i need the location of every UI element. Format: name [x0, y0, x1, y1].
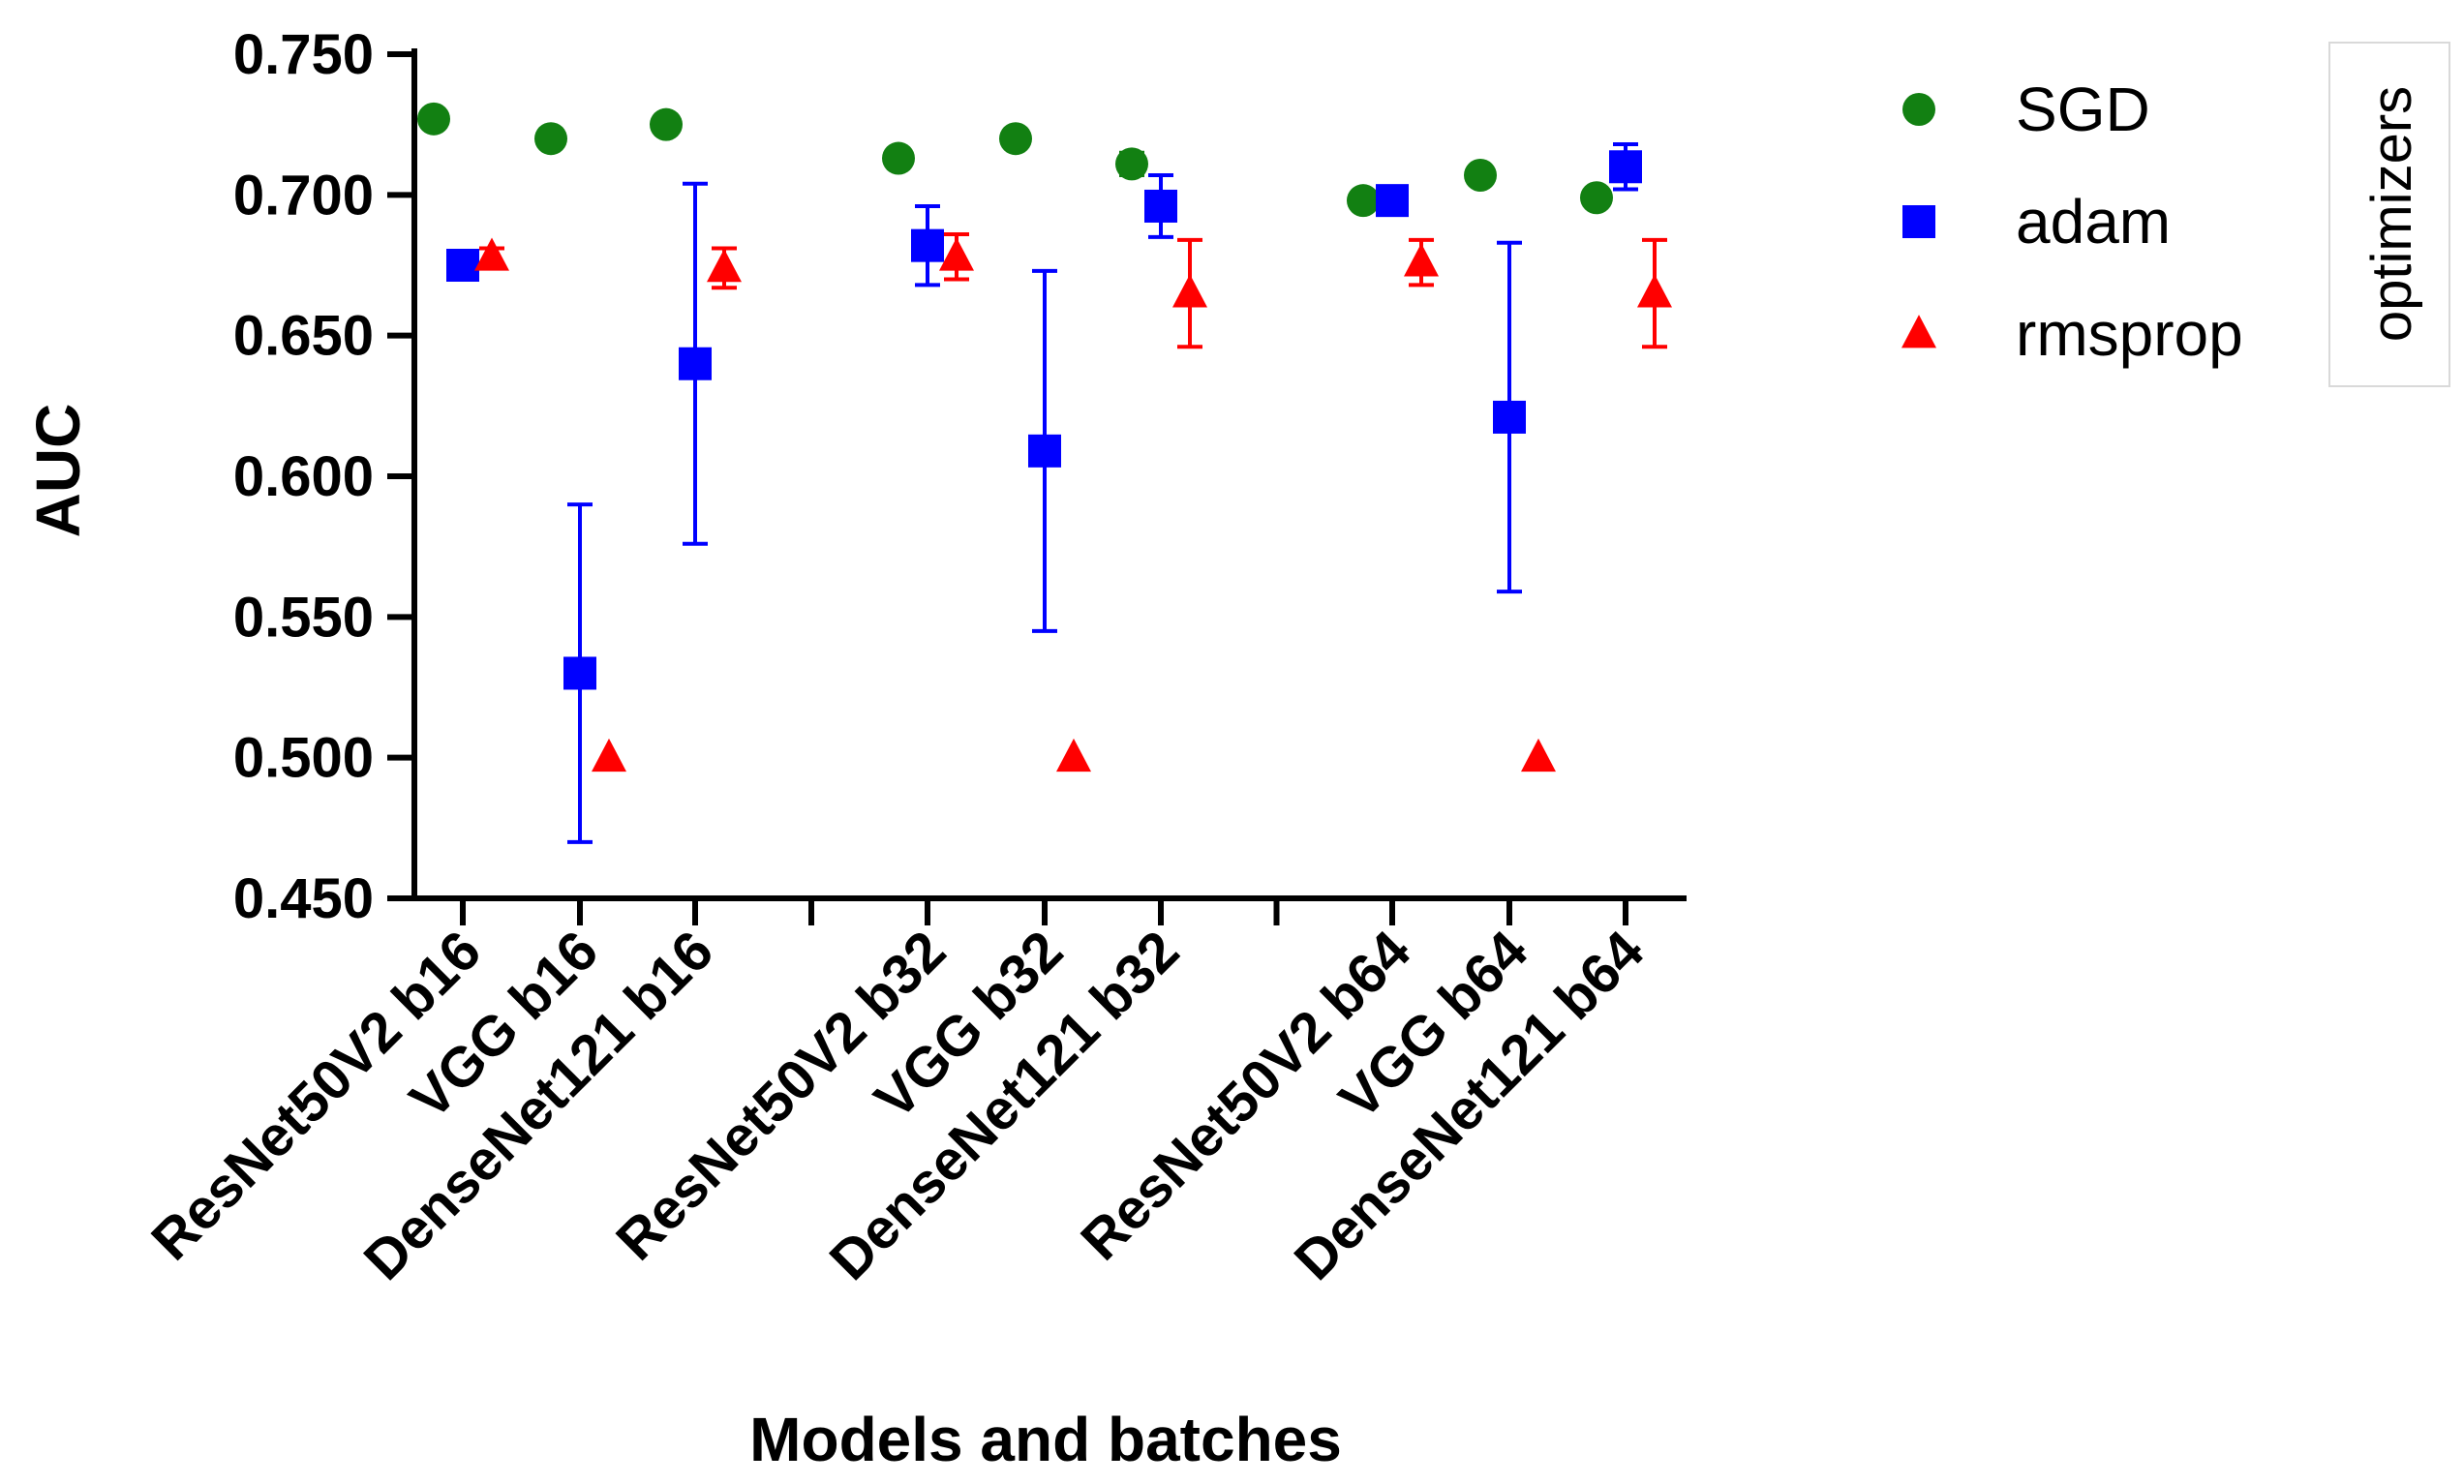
data-point-rmsprop	[1172, 274, 1207, 308]
y-axis-title: AUC	[23, 404, 93, 538]
data-point-adam	[911, 228, 944, 262]
data-point-rmsprop	[707, 249, 742, 283]
data-point-SGD	[1464, 158, 1497, 192]
y-tick-label: 0.750	[233, 23, 374, 86]
y-tick-label: 0.450	[233, 867, 374, 930]
legend-label-SGD: SGD	[2016, 75, 2150, 144]
data-point-SGD	[999, 122, 1032, 156]
data-point-rmsprop	[1521, 738, 1556, 772]
y-tick-label: 0.550	[233, 586, 374, 649]
x-axis-title: Models and batches	[749, 1405, 1342, 1474]
data-point-adam	[679, 347, 712, 380]
legend-marker-rmsprop	[1901, 315, 1936, 348]
data-point-adam	[1609, 150, 1642, 184]
data-point-rmsprop	[939, 237, 974, 271]
series-rmsprop	[474, 232, 1672, 772]
data-point-rmsprop	[1056, 738, 1091, 772]
data-point-SGD	[1115, 147, 1148, 181]
data-point-SGD	[1580, 181, 1613, 215]
series-adam	[446, 142, 1642, 844]
data-point-SGD	[1347, 184, 1380, 218]
legend-label-adam: adam	[2016, 187, 2171, 257]
y-tick-label: 0.650	[233, 305, 374, 368]
axes: 0.4500.5000.5500.6000.6500.7000.750ResNe…	[139, 23, 1687, 1292]
data-point-rmsprop	[1637, 274, 1672, 308]
data-point-adam	[1493, 400, 1526, 434]
data-point-adam	[563, 656, 596, 690]
y-tick-label: 0.500	[233, 727, 374, 790]
data-point-adam	[1376, 184, 1409, 218]
y-tick-label: 0.700	[233, 164, 374, 227]
data-point-adam	[446, 249, 479, 282]
legend-marker-adam	[1902, 205, 1935, 238]
data-point-SGD	[534, 122, 567, 156]
data-point-SGD	[650, 107, 683, 141]
data-point-SGD	[882, 141, 915, 175]
legend-marker-SGD	[1902, 93, 1935, 126]
legend-title-box	[2328, 42, 2450, 387]
data-point-rmsprop	[592, 738, 626, 772]
legend-title: optimizers	[2360, 86, 2423, 342]
data-point-rmsprop	[474, 237, 509, 271]
data-point-adam	[1144, 189, 1177, 223]
series-SGD	[417, 102, 1613, 218]
legend: optimizers SGD adam rmsprop	[1901, 42, 2450, 387]
legend-label-rmsprop: rmsprop	[2016, 299, 2243, 369]
data-point-rmsprop	[1404, 243, 1439, 277]
data-point-SGD	[417, 102, 450, 136]
y-tick-label: 0.600	[233, 445, 374, 508]
data-marks	[417, 102, 1672, 844]
data-point-adam	[1028, 434, 1061, 468]
